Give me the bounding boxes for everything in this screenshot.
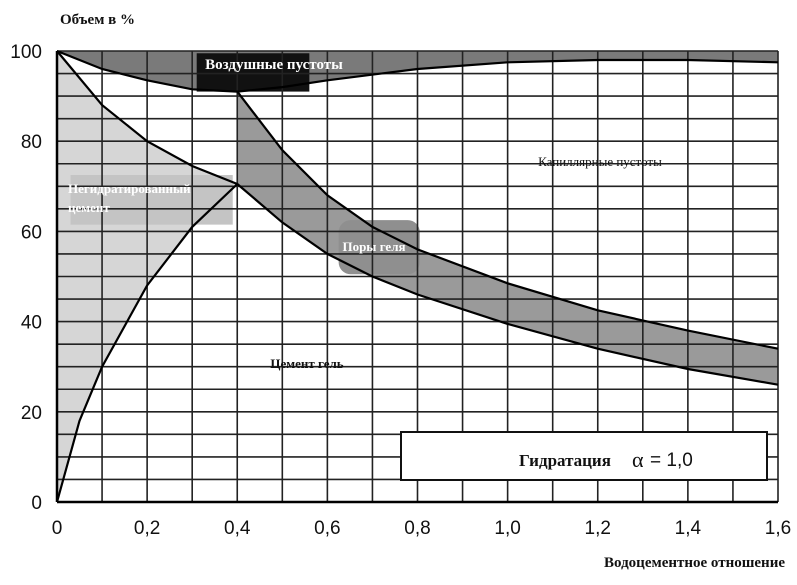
x-tick-label: 1,2 — [585, 518, 611, 539]
legend-box: Гидратация α = 1,0 — [400, 431, 768, 481]
x-tick-label: 0,4 — [224, 518, 251, 539]
annotation-capillary-voids: Капиллярные пустоты — [538, 154, 662, 169]
annotation-cement-gel: Цемент гель — [270, 356, 343, 371]
curve-gel-pores-upper — [236, 90, 779, 350]
y-tick-label: 40 — [21, 313, 42, 334]
legend-box-frame — [400, 431, 768, 481]
region-labels: Воздушные пустоты Капиллярные пустоты Не… — [68, 57, 662, 371]
y-axis-title: Объем в % — [60, 12, 135, 28]
gel-pores-label-plate — [338, 220, 420, 275]
curve-gel-lower — [236, 183, 779, 386]
legend-alpha-symbol: α — [632, 447, 644, 472]
tick-labels: 0 0,2 0,4 0,6 0,8 1,0 1,2 1,4 1,6 0 20 40 60 80 100 — [10, 42, 791, 539]
y-tick-label: 0 — [31, 493, 42, 514]
x-tick-label: 1,6 — [765, 518, 791, 539]
x-tick-label: 0,2 — [134, 518, 160, 539]
curve-lines — [55, 49, 779, 503]
x-tick-label: 1,0 — [494, 518, 520, 539]
curve-unhydrated-lower — [55, 183, 239, 503]
x-tick-label: 0 — [52, 518, 63, 539]
x-tick-label: 0,8 — [404, 518, 430, 539]
x-tick-label: 0,6 — [314, 518, 340, 539]
annotation-air-voids: Воздушные пустоты — [205, 57, 343, 73]
y-tick-label: 60 — [21, 222, 42, 243]
axes — [55, 51, 778, 504]
y-tick-label: 100 — [10, 42, 42, 63]
curve-unhydrated-top — [56, 50, 238, 186]
y-tick-label: 80 — [21, 132, 42, 153]
legend-hydration-label: Гидратация — [519, 451, 611, 470]
y-tick-label: 20 — [21, 403, 42, 424]
unhydrated-label-plate — [70, 175, 233, 225]
annotation-unhydrated-line2: цемент — [68, 200, 110, 215]
x-tick-label: 1,4 — [675, 518, 702, 539]
x-axis-title: Водоцементное отношение — [604, 555, 785, 571]
annotation-unhydrated-line1: Негидратированный — [68, 181, 191, 196]
curve-air-boundary — [56, 49, 779, 93]
annotation-gel-pores: Поры геля — [342, 239, 405, 254]
legend-alpha-value: = 1,0 — [650, 450, 693, 471]
